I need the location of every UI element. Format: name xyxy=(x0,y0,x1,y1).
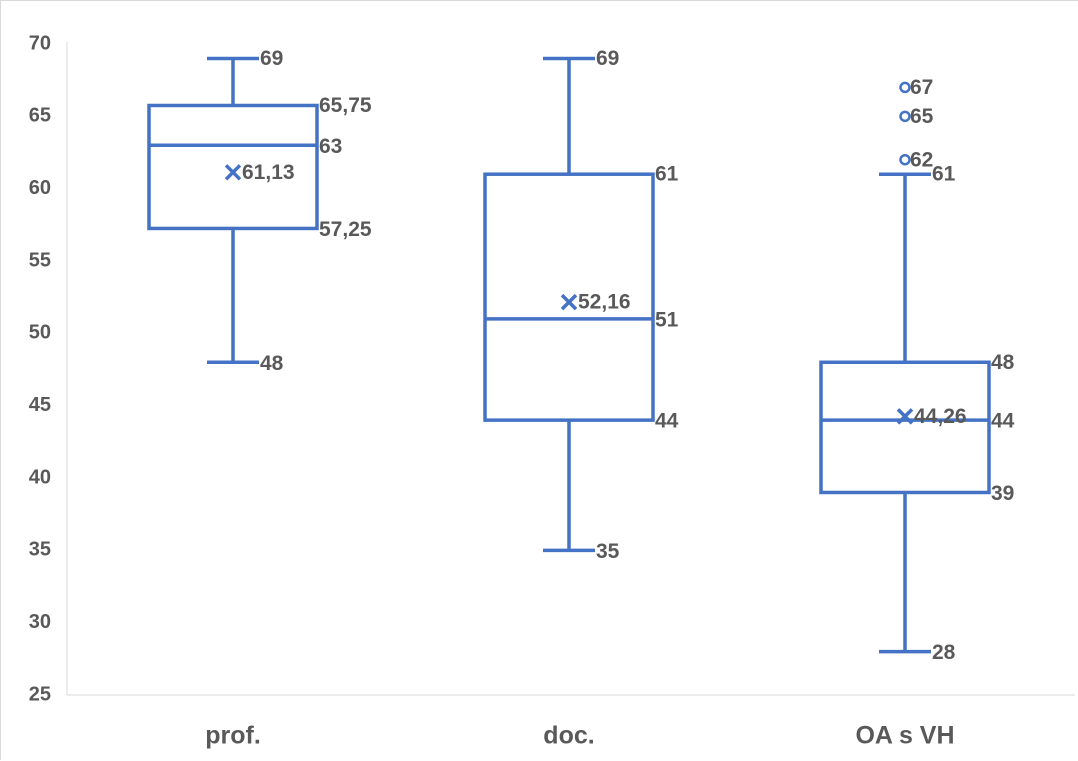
mean-marker xyxy=(896,408,914,425)
y-tick-label: 35 xyxy=(29,539,51,561)
mean-label: 61,13 xyxy=(242,161,295,184)
y-tick-label: 25 xyxy=(29,683,51,705)
box-group xyxy=(483,56,655,553)
max-label: 61 xyxy=(932,163,956,186)
mean-label: 52,16 xyxy=(578,291,631,314)
y-tick-label: 60 xyxy=(29,177,51,199)
label-layer: 69 48 65,75 57,25 63 61,13 69 35 61 44 51 52,16 61 28… xyxy=(242,47,1015,664)
max-label: 69 xyxy=(260,47,283,70)
x-category-label: doc. xyxy=(543,722,594,750)
iqr-box xyxy=(147,103,319,231)
median-label: 44 xyxy=(991,410,1015,433)
y-tick-label: 70 xyxy=(29,32,51,54)
outlier-label: 67 xyxy=(910,76,933,99)
q3-label: 48 xyxy=(991,351,1015,374)
outlier-point xyxy=(899,81,911,94)
outlier-point xyxy=(899,153,911,166)
median-label: 51 xyxy=(655,308,679,331)
q1-label: 57,25 xyxy=(319,218,372,241)
y-tick-label: 50 xyxy=(29,322,51,344)
y-tick-label: 40 xyxy=(29,466,51,488)
y-tick-label: 45 xyxy=(29,394,51,416)
median-label: 63 xyxy=(319,135,342,158)
outlier-point xyxy=(899,110,911,123)
min-label: 48 xyxy=(260,352,284,375)
y-tick-label: 65 xyxy=(29,105,51,127)
q1-label: 39 xyxy=(991,482,1014,505)
y-tick-label: 55 xyxy=(29,249,51,271)
x-category-label: OA s VH xyxy=(855,722,954,750)
box-group xyxy=(147,56,319,365)
iqr-box xyxy=(483,172,655,422)
outlier-label: 62 xyxy=(910,148,933,171)
outlier-label: 65 xyxy=(910,105,934,128)
y-tick-label: 30 xyxy=(29,611,51,633)
min-label: 35 xyxy=(596,540,620,563)
min-label: 28 xyxy=(932,641,956,664)
q1-label: 44 xyxy=(655,410,679,433)
mean-marker xyxy=(224,164,242,181)
iqr-box xyxy=(819,360,991,495)
q3-label: 61 xyxy=(655,163,679,186)
axis-layer: 25 30 35 40 45 50 55 60 65 70 prof. doc. OA s VH xyxy=(29,32,1075,750)
q3-label: 65,75 xyxy=(319,94,372,117)
box-layer xyxy=(147,56,991,654)
mean-label: 44,26 xyxy=(914,405,967,428)
x-category-label: prof. xyxy=(205,722,261,750)
max-label: 69 xyxy=(596,47,619,70)
box-group xyxy=(819,81,991,654)
mean-marker xyxy=(560,293,578,311)
